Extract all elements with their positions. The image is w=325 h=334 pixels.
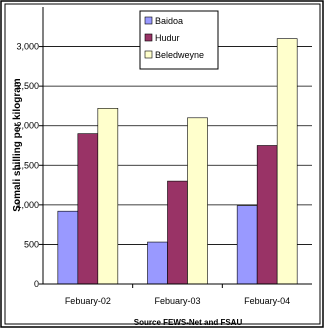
bars-group (57, 38, 298, 285)
bar-beledweyne-2 (187, 117, 208, 285)
bar-beledweyne-1 (97, 108, 119, 285)
legend-label-hudur: Hudur (155, 33, 180, 43)
axes-group (39, 7, 312, 288)
y-tick-label: 1,000 (16, 200, 39, 210)
y-tick-labels: 0 500 1,000 1,500 2,000 2,500 3,000 (16, 42, 39, 289)
x-tick-labels: Febuary-02 Febuary-03 Febuary-04 (65, 296, 290, 306)
y-tick-label: 2,500 (16, 81, 39, 91)
x-tick-label: Febuary-03 (154, 296, 200, 306)
x-tick-label: Febuary-02 (65, 296, 111, 306)
y-tick-label: 500 (24, 239, 39, 249)
legend-swatch-hudur (144, 33, 153, 42)
bar-hudur-2 (167, 180, 188, 285)
bar-hudur-1 (77, 133, 99, 285)
bar-baidoa-2 (147, 241, 168, 285)
y-axis-label: Somali shilling per kilogram (12, 78, 23, 211)
legend-swatch-baidoa (144, 16, 153, 25)
y-tick-label: 2,000 (16, 121, 39, 131)
legend-box (139, 10, 219, 70)
y-tick-label: 1,500 (16, 160, 39, 170)
y-tick-label: 3,000 (16, 42, 39, 52)
legend: Baidoa Hudur Beledweyne (139, 10, 219, 70)
bar-baidoa-1 (57, 210, 79, 285)
legend-label-baidoa: Baidoa (155, 16, 183, 26)
inner-border (4, 3, 321, 325)
x-tick-label: Febuary-04 (244, 296, 290, 306)
y-tick-label: 0 (34, 279, 39, 289)
legend-swatch-beledweyne (144, 50, 153, 59)
bar-baidoa-3 (236, 205, 258, 285)
legend-label-beledweyne: Beledweyne (155, 50, 204, 60)
source-note: Source FEWS-Net and FSAU (134, 318, 243, 327)
bar-beledweyne-3 (276, 38, 298, 285)
bar-hudur-3 (256, 145, 278, 285)
